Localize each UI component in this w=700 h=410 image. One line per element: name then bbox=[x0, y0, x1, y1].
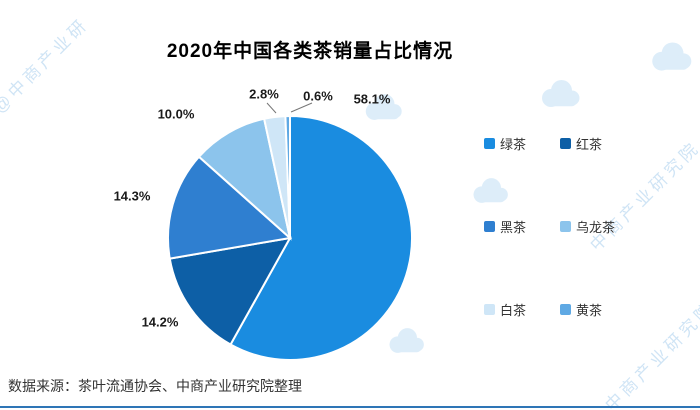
pie-label-line bbox=[266, 102, 277, 114]
pie-label-line bbox=[290, 102, 313, 113]
legend-item-white-tea[interactable]: 白茶 bbox=[484, 302, 560, 318]
pie-data-label: 14.3% bbox=[113, 188, 151, 204]
pie-slice-5 bbox=[284, 114, 291, 239]
legend-label: 黄茶 bbox=[576, 302, 603, 318]
chart-title: 2020年中国各类茶销量占比情况 bbox=[166, 41, 454, 62]
legend-item-green-tea[interactable]: 绿茶 bbox=[484, 136, 560, 152]
legend-swatch-green-tea bbox=[484, 137, 495, 149]
legend-item-yellow-tea[interactable]: 黄茶 bbox=[560, 302, 615, 318]
legend-item-dark-tea[interactable]: 黑茶 bbox=[484, 219, 560, 235]
legend-label: 绿茶 bbox=[500, 136, 527, 152]
legend-label: 黑茶 bbox=[500, 219, 527, 235]
pie-data-label: 2.8% bbox=[249, 86, 279, 102]
pie-data-label: 14.2% bbox=[141, 314, 179, 330]
legend-swatch-red-tea bbox=[560, 137, 571, 149]
legend-label: 乌龙茶 bbox=[576, 219, 616, 235]
legend-label: 红茶 bbox=[576, 136, 603, 152]
legend-item-red-tea[interactable]: 红茶 bbox=[560, 136, 615, 152]
chart-legend: 绿茶 红茶 黑茶 乌龙茶 白茶 黄茶 bbox=[484, 136, 616, 318]
legend-swatch-yellow-tea bbox=[560, 303, 571, 315]
pie-slice-0 bbox=[229, 114, 413, 361]
pie-data-label: 58.1% bbox=[353, 91, 391, 107]
data-source-note: 数据来源：茶叶流通协会、中商产业研究院整理 bbox=[8, 378, 302, 394]
legend-label: 白茶 bbox=[500, 302, 527, 318]
pie-slice-2 bbox=[167, 155, 293, 260]
legend-swatch-white-tea bbox=[484, 303, 495, 315]
legend-swatch-oolong-tea bbox=[560, 220, 571, 232]
pie-slice-3 bbox=[197, 117, 292, 241]
pie-data-label: 0.6% bbox=[303, 88, 333, 104]
pie-slice-1 bbox=[168, 236, 292, 346]
bottom-divider bbox=[0, 406, 700, 408]
pie-data-label: 10.0% bbox=[157, 106, 195, 122]
legend-item-oolong-tea[interactable]: 乌龙茶 bbox=[560, 219, 616, 235]
legend-swatch-dark-tea bbox=[484, 220, 495, 232]
